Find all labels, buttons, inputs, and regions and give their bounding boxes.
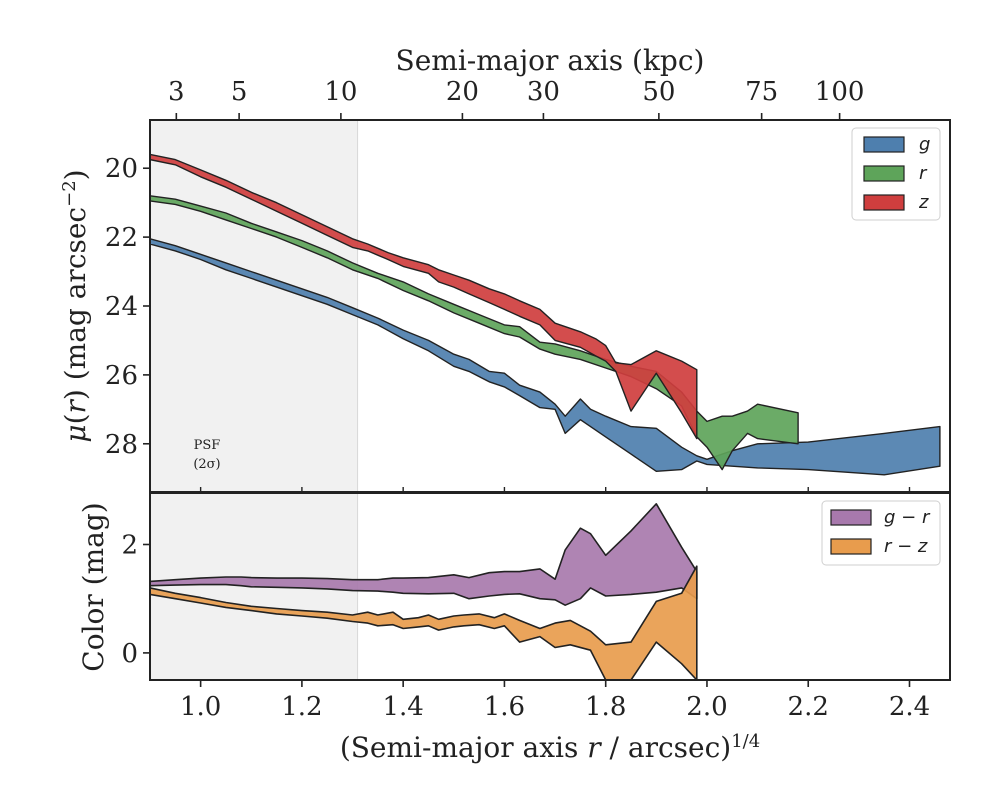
legend-label-g: g bbox=[919, 134, 930, 155]
top-y-tick-label: 28 bbox=[105, 430, 138, 460]
bottom-y-axis-label: Color (mag) bbox=[77, 502, 110, 671]
x-tick-label: 1.2 bbox=[281, 692, 322, 722]
bottom-y-tick-label: 0 bbox=[121, 639, 138, 669]
x-tick-label: 1.6 bbox=[484, 692, 525, 722]
top-kpc-ticks: 3 5 10 20 30 50 75 100 bbox=[168, 77, 864, 120]
bottom-y-tick-label: 2 bbox=[121, 530, 138, 560]
x-tick-label: 2.4 bbox=[889, 692, 930, 722]
color-panel: 02 1.0 1.2 1.4 1.6 1.8 2.0 2.2 2.4 Color (mag) … bbox=[77, 492, 951, 765]
psf-annotation-line2: (2σ) bbox=[193, 457, 220, 472]
top-y-axis-label: μ(r) (mag arcsec−2) bbox=[59, 169, 93, 442]
band-r-z bbox=[150, 565, 698, 680]
top-y-tick-label: 26 bbox=[105, 361, 138, 391]
kpc-tick-label: 30 bbox=[527, 77, 560, 107]
x-tick-label: 1.4 bbox=[382, 692, 423, 722]
bottom-panel-frame bbox=[149, 492, 951, 681]
top-axis-label: Semi-major axis (kpc) bbox=[396, 44, 705, 77]
bottom-x-ticks: 1.0 1.2 1.4 1.6 1.8 2.0 2.2 2.4 bbox=[180, 680, 930, 722]
legend-label-r: r bbox=[919, 163, 928, 184]
kpc-tick-label: 50 bbox=[642, 77, 675, 107]
x-tick-label: 2.0 bbox=[686, 692, 727, 722]
legend-swatch-r bbox=[863, 165, 905, 182]
legend-swatch-z bbox=[863, 194, 905, 211]
y-exponent: −2 bbox=[59, 180, 80, 207]
surface-brightness-panel: 20 22 24 26 28 3 5 10 20 30 50 75 100 Semi-major ax… bbox=[59, 44, 951, 493]
kpc-tick-label: 3 bbox=[168, 77, 185, 107]
x-tick-label: 1.0 bbox=[180, 692, 221, 722]
x-axis-label: (Semi-major axis r / arcsec)1/4 bbox=[340, 731, 760, 765]
x-tick-label: 2.2 bbox=[788, 692, 829, 722]
kpc-tick-label: 100 bbox=[815, 77, 865, 107]
legend-swatch-g bbox=[863, 136, 905, 153]
bottom-legend-items: g − r r − z bbox=[830, 507, 931, 557]
top-series-group bbox=[150, 153, 941, 476]
legend-label-g-r: g − r bbox=[884, 507, 931, 528]
legend-swatch-g-r bbox=[830, 509, 872, 526]
kpc-tick-label: 10 bbox=[324, 77, 357, 107]
psf-annotation-line1: PSF bbox=[194, 438, 221, 453]
legend-swatch-r-z bbox=[830, 538, 872, 555]
psf-shade-top bbox=[149, 119, 359, 493]
kpc-tick-label: 20 bbox=[446, 77, 479, 107]
top-legend: grz bbox=[851, 127, 941, 221]
top-legend-items: grz bbox=[863, 134, 930, 213]
bottom-legend: g − r r − z bbox=[821, 500, 941, 566]
bottom-y-ticks: 02 bbox=[121, 530, 150, 669]
kpc-tick-label: 75 bbox=[745, 77, 778, 107]
kpc-tick-label: 5 bbox=[231, 77, 248, 107]
band-z bbox=[150, 153, 698, 440]
band-g bbox=[150, 238, 941, 476]
legend-label-r-z: r − z bbox=[884, 536, 928, 557]
band-r bbox=[150, 195, 799, 471]
top-y-tick-label: 22 bbox=[105, 223, 138, 253]
x-tick-label: 1.8 bbox=[585, 692, 626, 722]
legend-label-z: z bbox=[918, 192, 929, 213]
top-y-tick-label: 20 bbox=[105, 154, 138, 184]
bottom-series-group bbox=[150, 503, 698, 680]
top-y-tick-label: 24 bbox=[105, 292, 138, 322]
top-y-ticks: 20 22 24 26 28 bbox=[105, 154, 150, 460]
